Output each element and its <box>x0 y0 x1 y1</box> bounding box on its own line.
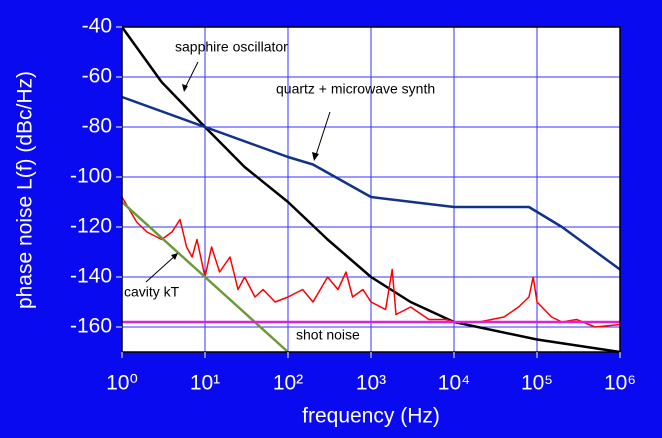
annotation: cavity kT <box>124 284 180 300</box>
arrow <box>145 254 177 283</box>
annotation: quartz + microwave synth <box>276 81 435 97</box>
y-tick-label: -120 <box>70 215 112 238</box>
x-tick-label: 10¹ <box>190 372 220 395</box>
y-tick-label: -140 <box>70 265 112 288</box>
arrow <box>314 111 331 159</box>
x-tick-label: 10⁴ <box>438 372 470 395</box>
series-line <box>121 95 621 271</box>
x-tick-label: 10⁵ <box>521 372 553 395</box>
y-tick-label: -60 <box>82 65 112 88</box>
arrow-head <box>312 152 319 161</box>
annotation: shot noise <box>296 327 360 343</box>
y-tick-label: -160 <box>70 315 112 338</box>
series-line <box>120 26 621 354</box>
x-tick-label: 10³ <box>356 372 386 395</box>
x-tick-label: 10⁶ <box>604 372 636 395</box>
x-tick-label: 10² <box>273 372 303 395</box>
y-tick-label: -100 <box>70 165 112 188</box>
arrow-head <box>182 84 188 92</box>
y-axis-label: phase noise L(f) (dBc/Hz) <box>14 71 37 309</box>
arrow-head <box>171 253 178 260</box>
annotation: sapphire oscillator <box>175 39 288 55</box>
x-tick-label: 10⁰ <box>106 372 138 395</box>
y-tick-label: -80 <box>82 115 112 138</box>
arrow <box>183 61 199 91</box>
x-axis-label: frequency (Hz) <box>302 405 440 428</box>
y-tick-label: -40 <box>82 15 112 38</box>
series-line <box>121 196 621 328</box>
series-line <box>121 201 289 353</box>
